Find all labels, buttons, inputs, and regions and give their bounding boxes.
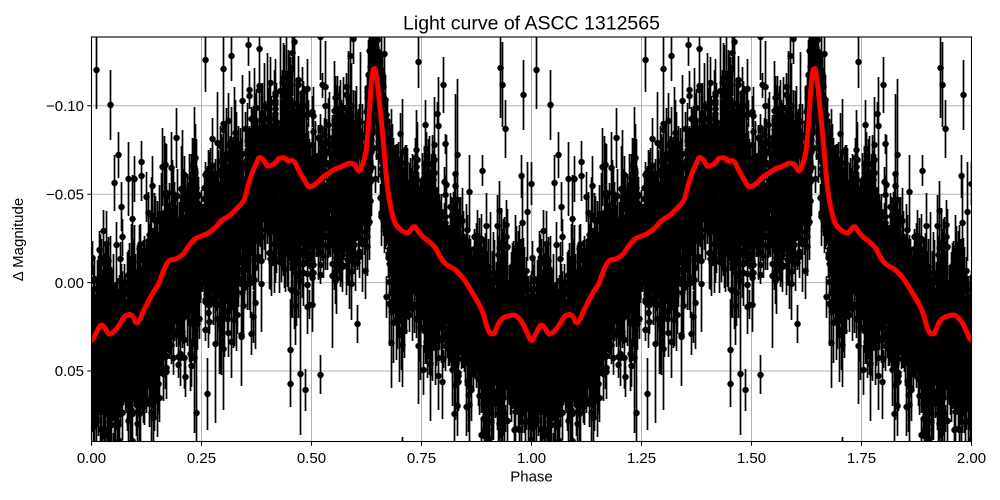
svg-text:Phase: Phase [510, 469, 553, 486]
svg-text:Δ Magnitude: Δ Magnitude [10, 198, 27, 281]
svg-text:1.50: 1.50 [737, 450, 766, 467]
svg-text:1.75: 1.75 [847, 450, 876, 467]
svg-text:2.00: 2.00 [957, 450, 986, 467]
svg-text:0.75: 0.75 [407, 450, 436, 467]
svg-text:Light curve of ASCC 1312565: Light curve of ASCC 1312565 [403, 13, 660, 35]
svg-text:0.00: 0.00 [77, 450, 106, 467]
svg-text:1.25: 1.25 [627, 450, 656, 467]
svg-text:0.05: 0.05 [55, 363, 84, 380]
svg-text:0.00: 0.00 [55, 275, 84, 292]
svg-text:−0.10: −0.10 [46, 98, 84, 115]
svg-text:1.00: 1.00 [517, 450, 546, 467]
svg-text:0.25: 0.25 [187, 450, 216, 467]
svg-text:0.50: 0.50 [297, 450, 326, 467]
svg-text:−0.05: −0.05 [46, 186, 84, 203]
